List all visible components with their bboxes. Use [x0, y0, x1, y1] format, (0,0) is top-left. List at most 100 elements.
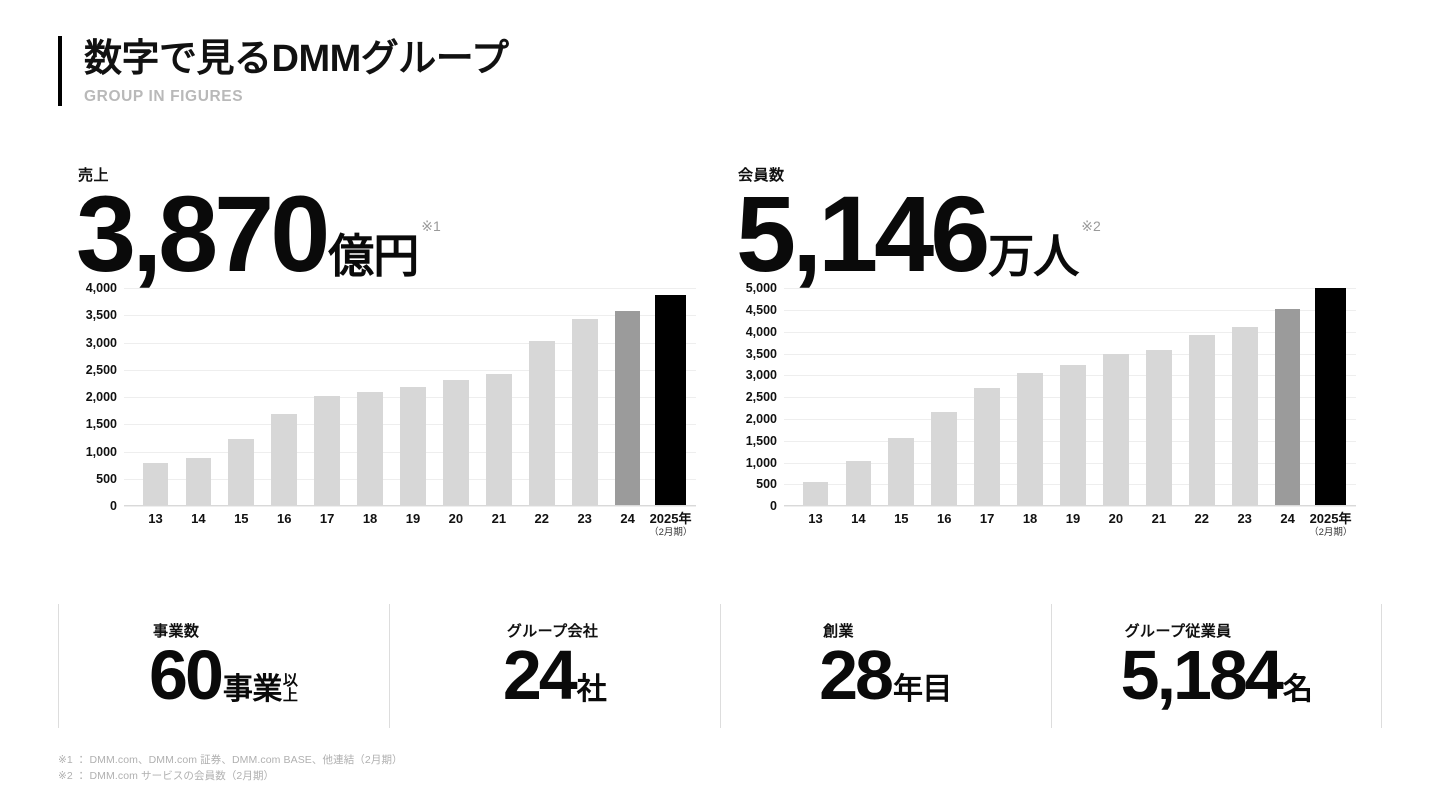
- bar: [1017, 373, 1043, 507]
- x-axis-tick-label: 24: [1280, 511, 1295, 527]
- bar-slot: [263, 288, 306, 507]
- members-value: 5,146: [736, 173, 990, 294]
- stat-card-value-group: 28 年目: [819, 640, 953, 710]
- sales-headline-stat: 3,870 億円 ※1: [76, 173, 696, 294]
- x-axis-tick-label: 2025年 （2月期）: [1309, 511, 1353, 539]
- members-headline-stat: 5,146 万人 ※2: [736, 173, 1356, 294]
- bar: [845, 461, 872, 507]
- y-axis-tick-label: 500: [96, 471, 117, 486]
- sales-bars: [124, 288, 696, 507]
- x-axis-tick-label: 18: [1022, 511, 1038, 527]
- page-title: 数字で見るDMMグループ: [84, 38, 509, 80]
- x-axis-tick-label: 22: [1194, 511, 1209, 527]
- x-axis-tick-label: 15: [894, 511, 909, 527]
- stat-card: 創業 28 年目: [720, 596, 1051, 736]
- gridline: [784, 506, 1356, 508]
- members-unit: 万人: [988, 230, 1079, 283]
- header-text-group: 数字で見るDMMグループ GROUP IN FIGURES: [84, 36, 509, 106]
- y-axis-tick-label: 3,000: [745, 368, 777, 383]
- bar-slot: [1309, 288, 1352, 507]
- x-axis-tick-label: 14: [191, 511, 206, 527]
- footnotes-block: ※1 ： DMM.com、DMM.com 証券、DMM.com BASE、他連結…: [58, 752, 403, 785]
- stat-card-value-group: 24 社: [502, 636, 607, 715]
- bar-slot: [1266, 288, 1309, 507]
- bar: [528, 340, 555, 507]
- stat-card-unit: 年目: [892, 672, 953, 706]
- stat-card-label: グループ会社: [506, 623, 599, 641]
- y-axis-tick-label: 2,500: [745, 389, 777, 404]
- y-axis-tick-label: 2,500: [85, 362, 117, 377]
- x-axis-tick-label: 13: [148, 511, 163, 527]
- stat-card-suffix: 以上: [283, 673, 298, 708]
- y-axis-tick-label: 3,500: [745, 346, 777, 361]
- bar-slot: [434, 288, 477, 507]
- x-axis-tick-label: 23: [577, 511, 592, 527]
- bar-slot: [1137, 288, 1180, 507]
- stat-card-inner: 事業数 60 事業以上: [149, 623, 298, 710]
- y-axis-tick-label: 1,000: [745, 455, 777, 470]
- stat-card-unit: 事業: [222, 672, 283, 706]
- y-axis-tick-label: 3,500: [85, 308, 117, 323]
- stat-card-inner: グループ従業員 5,184 名: [1121, 624, 1313, 710]
- footnote-line: ※1 ： DMM.com、DMM.com 証券、DMM.com BASE、他連結…: [58, 754, 403, 766]
- sales-x-axis-labels: 13 14 15 16 17 18 19 20 21 22 23 24 2025年 （2月期）: [124, 511, 696, 539]
- gridline: [784, 309, 1356, 311]
- members-chart-plot: 0 500 1,000 1,500 2,000 2,500 3,000 3,500 4,000 4…: [746, 282, 1356, 512]
- x-axis-tick-label: 19: [405, 511, 421, 527]
- bar: [654, 295, 687, 507]
- y-axis-tick-label: 2,000: [745, 411, 777, 426]
- y-axis-tick-label: 1,500: [85, 417, 117, 432]
- bar: [888, 437, 915, 507]
- bar: [1314, 288, 1347, 507]
- y-axis-tick-label: 5,000: [745, 280, 777, 295]
- bar: [571, 319, 598, 507]
- stat-card-label: 事業数: [153, 623, 200, 641]
- bar: [1231, 327, 1258, 507]
- gridline: [124, 288, 696, 290]
- x-axis-tick-sublabel: （2月期）: [649, 527, 693, 539]
- bar: [443, 380, 469, 507]
- sales-value: 3,870: [76, 173, 330, 294]
- bar-slot: [966, 288, 1009, 507]
- stat-cards-row: 事業数 60 事業以上 グループ会社 24 社 創業 28 年目 グループ従業員 5,184 名: [58, 596, 1382, 736]
- bar-slot: [1052, 288, 1095, 507]
- gridline: [784, 353, 1356, 355]
- bar-slot: [349, 288, 392, 507]
- stat-card: グループ従業員 5,184 名: [1051, 596, 1382, 736]
- bar-slot: [606, 288, 649, 507]
- stat-card-number: 24: [502, 636, 578, 715]
- bar: [1188, 334, 1215, 507]
- x-axis-tick-label: 16: [936, 511, 952, 527]
- y-axis-tick-label: 1,500: [745, 433, 777, 448]
- stat-card-suffix-bottom: 上: [282, 687, 298, 705]
- stat-card-unit: 名: [1282, 672, 1313, 706]
- members-chart: 0 500 1,000 1,500 2,000 2,500 3,000 3,500 4,000 4…: [736, 282, 1356, 539]
- x-axis-tick-label: 14: [851, 511, 866, 527]
- gridline: [124, 342, 696, 344]
- x-axis-tick-label: 23: [1237, 511, 1252, 527]
- stat-card-inner: グループ会社 24 社: [502, 623, 607, 715]
- page-subtitle: GROUP IN FIGURES: [84, 87, 244, 105]
- bar: [400, 387, 426, 507]
- footnote-line: ※2 ： DMM.com サービスの会員数（2月期）: [58, 770, 275, 783]
- x-axis-tick-label: 20: [448, 511, 464, 527]
- bar: [314, 395, 341, 507]
- y-axis-tick-label: 1,000: [85, 444, 117, 459]
- bar-slot: [880, 288, 923, 507]
- members-bars: [784, 288, 1356, 507]
- bar-slot: [520, 288, 563, 507]
- y-axis-tick-label: 4,500: [745, 302, 777, 317]
- sales-unit: 億円: [328, 230, 419, 283]
- x-axis-tick-label: 13: [808, 511, 823, 527]
- x-axis-tick-label: 22: [534, 511, 549, 527]
- sales-footnote-ref: ※1: [421, 218, 441, 234]
- x-axis-tick-label: 15: [234, 511, 249, 527]
- y-axis-tick-label: 500: [756, 477, 777, 492]
- x-axis-tick-label: 18: [362, 511, 378, 527]
- stat-card-unit: 社: [576, 672, 607, 706]
- bar: [614, 310, 641, 507]
- gridline: [124, 506, 696, 508]
- sales-label: 売上: [78, 167, 110, 184]
- x-axis-tick-label: 20: [1108, 511, 1124, 527]
- bar-slot: [477, 288, 520, 507]
